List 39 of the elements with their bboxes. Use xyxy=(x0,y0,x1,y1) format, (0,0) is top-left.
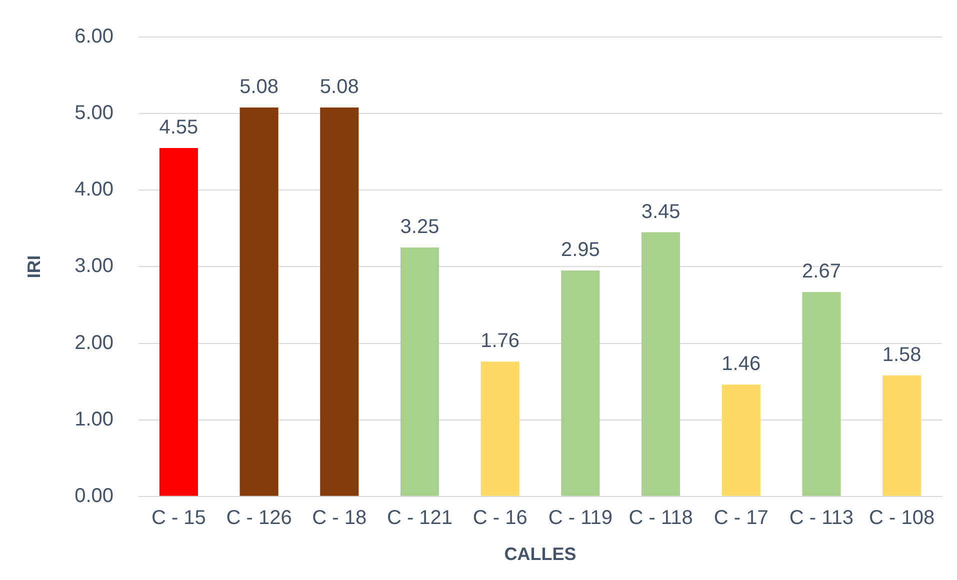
data-label: 1.58 xyxy=(882,344,922,366)
data-label: 1.76 xyxy=(480,330,520,352)
bar xyxy=(802,292,841,496)
data-label: 2.67 xyxy=(802,260,841,282)
data-label: 5.08 xyxy=(320,76,359,98)
y-tick-label: 0.00 xyxy=(74,484,114,507)
x-tick-label: C - 121 xyxy=(386,506,453,529)
y-tick-label: 6.00 xyxy=(74,26,114,48)
bar xyxy=(561,270,600,496)
x-tick-label: C - 108 xyxy=(869,506,935,529)
x-axis-title: CALLES xyxy=(504,544,576,564)
bar xyxy=(400,248,440,496)
bar xyxy=(159,148,198,496)
data-label: 3.45 xyxy=(641,200,680,223)
y-tick-label: 4.00 xyxy=(74,178,114,201)
x-tick-label: C - 126 xyxy=(226,506,292,529)
y-tick-label: 5.00 xyxy=(74,102,114,124)
data-label: 3.25 xyxy=(400,216,440,238)
x-tick-label: C - 18 xyxy=(312,506,367,529)
bar xyxy=(722,384,760,496)
x-tick-label: C - 16 xyxy=(472,506,528,529)
x-tick-label: C - 17 xyxy=(714,506,768,529)
x-tick-label: C - 118 xyxy=(628,506,693,529)
bar xyxy=(240,107,278,496)
data-label: 5.08 xyxy=(240,76,279,98)
x-tick-label: C - 113 xyxy=(789,506,854,529)
y-tick-label: 3.00 xyxy=(74,255,114,278)
bar xyxy=(320,107,359,496)
y-tick-label: 2.00 xyxy=(74,332,114,354)
x-tick-label: C - 119 xyxy=(548,506,612,529)
bar xyxy=(642,232,680,496)
data-label: 1.46 xyxy=(722,353,761,376)
x-tick-label: C - 15 xyxy=(151,506,206,529)
y-axis-title: IRI xyxy=(24,255,44,278)
bar xyxy=(480,362,520,496)
data-label: 4.55 xyxy=(159,116,198,139)
bar xyxy=(882,375,922,496)
y-tick-label: 1.00 xyxy=(74,408,114,430)
data-label: 2.95 xyxy=(560,239,600,262)
